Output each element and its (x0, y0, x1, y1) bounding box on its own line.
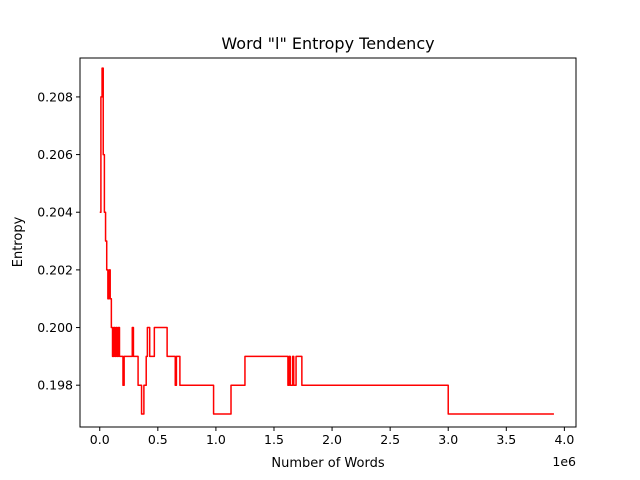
x-tick-label: 1.0 (206, 432, 226, 447)
y-tick-label: 0.206 (37, 147, 73, 162)
x-tick-label: 3.0 (438, 432, 458, 447)
y-tick-label: 0.200 (37, 320, 73, 335)
y-tick-label: 0.208 (37, 89, 73, 104)
x-axis-offset-label: 1e6 (552, 454, 576, 469)
x-tick-label: 2.5 (380, 432, 400, 447)
x-axis-label: Number of Words (271, 456, 384, 471)
x-tick-label: 3.5 (496, 432, 516, 447)
series-layer (99, 67, 554, 415)
chart-title: Word "l" Entropy Tendency (221, 34, 434, 53)
x-tick-label: 0.0 (90, 432, 110, 447)
series-line (99, 67, 554, 415)
x-tick-label: 2.0 (322, 432, 342, 447)
plot-frame (79, 57, 577, 428)
y-tick-label: 0.204 (37, 205, 73, 220)
y-tick-label: 0.202 (37, 262, 73, 277)
y-tick-label: 0.198 (37, 378, 73, 393)
x-tick-label: 4.0 (554, 432, 574, 447)
y-axis: 0.198 0.200 0.202 0.204 0.206 0.208 (37, 89, 80, 393)
x-tick-label: 0.5 (148, 432, 168, 447)
x-axis: 0.0 0.5 1.0 1.5 2.0 2.5 3.0 3.5 4.0 (90, 427, 574, 447)
x-tick-label: 1.5 (264, 432, 284, 447)
y-axis-label: Entropy (11, 216, 26, 267)
